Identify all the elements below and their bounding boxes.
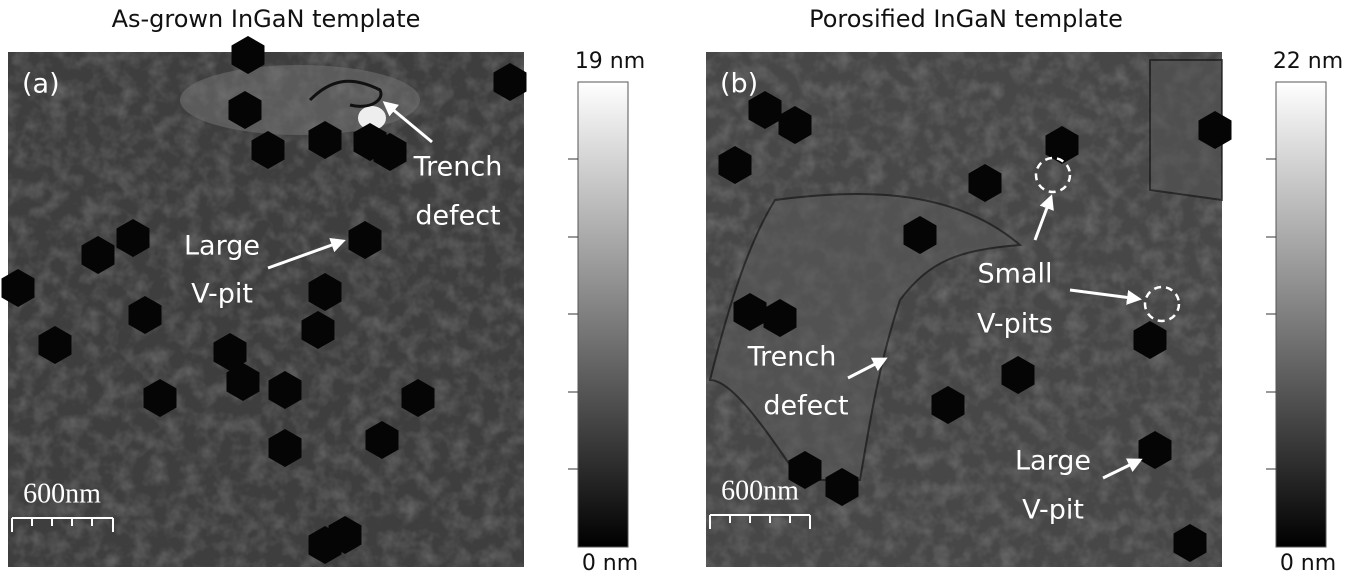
- panel-label: (a): [22, 69, 60, 100]
- bright-region: [180, 65, 420, 135]
- panel-label: (b): [720, 69, 758, 100]
- annotation: defect: [415, 201, 500, 232]
- colorbar-ticks: [568, 159, 578, 469]
- annotation: Trench: [413, 152, 503, 183]
- annotation: Trench: [747, 342, 837, 373]
- annotation: V-pit: [191, 279, 253, 310]
- annotation: V-pit: [1022, 495, 1084, 526]
- colorbar: [1276, 82, 1326, 547]
- figure: As-grown InGaN template (a) Trench defec…: [0, 0, 1358, 577]
- colorbar-max: 19 nm: [575, 49, 645, 74]
- annotation: defect: [763, 391, 848, 422]
- annotation: Small: [978, 259, 1053, 290]
- annotation: V-pits: [977, 309, 1053, 340]
- colorbar-ticks: [1266, 159, 1276, 469]
- annotation: Large: [1015, 446, 1091, 477]
- panel-title: As-grown InGaN template: [112, 5, 421, 33]
- colorbar-min: 0 nm: [582, 551, 638, 576]
- annotation: Large: [184, 231, 260, 262]
- panel-title: Porosified InGaN template: [809, 5, 1123, 33]
- colorbar-min: 0 nm: [1280, 551, 1336, 576]
- colorbar: [578, 82, 628, 547]
- colorbar-max: 22 nm: [1273, 49, 1343, 74]
- scale-bar-label: 600nm: [23, 478, 101, 509]
- scale-bar-label: 600nm: [721, 475, 799, 506]
